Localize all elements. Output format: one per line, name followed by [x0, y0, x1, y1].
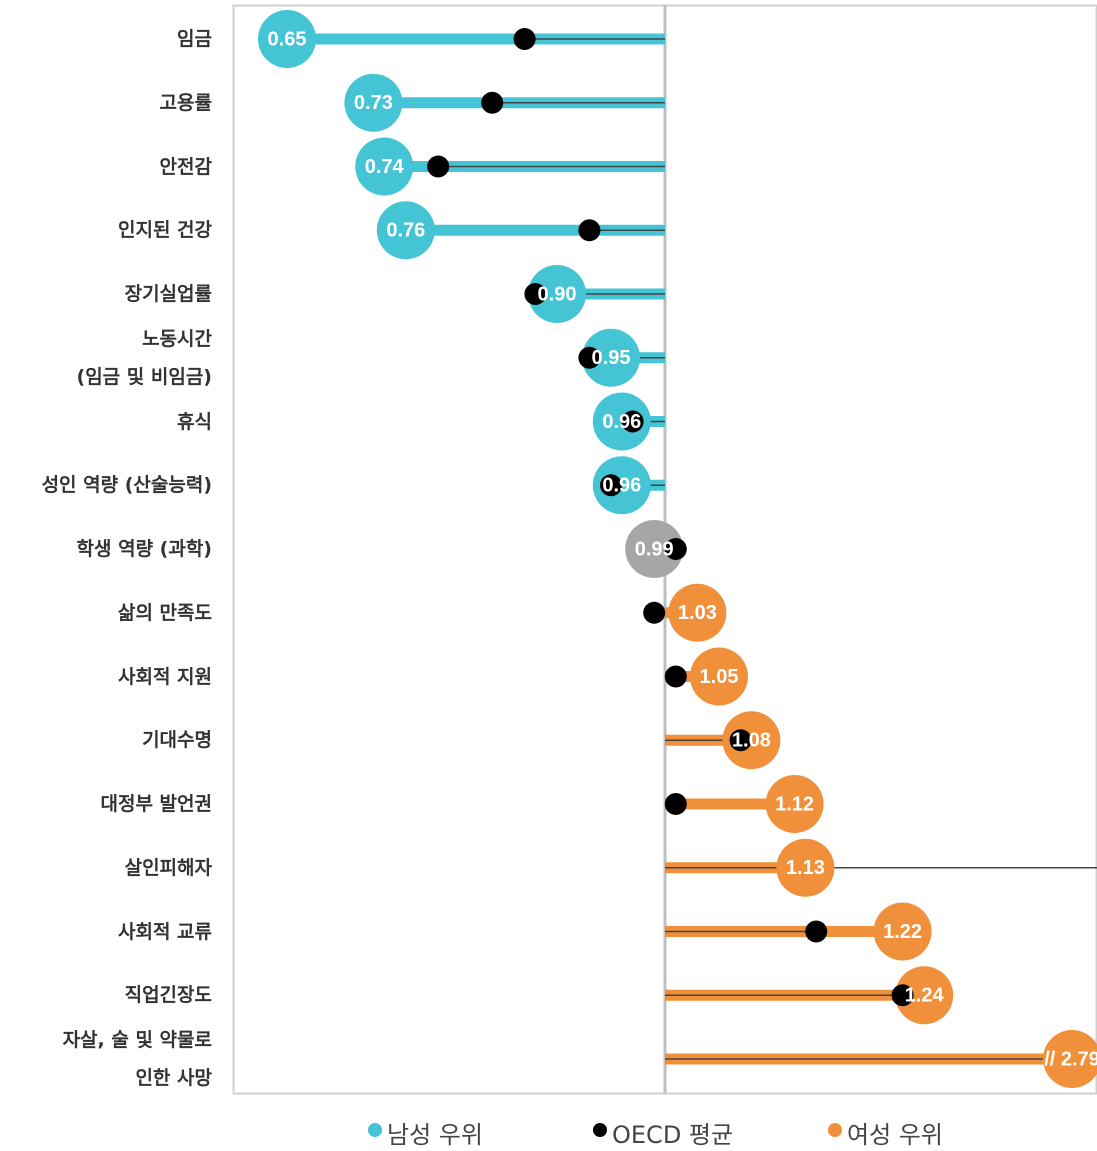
- value-dot: [376, 201, 435, 260]
- value-label: 1.24: [905, 985, 945, 1007]
- value-label: 1.13: [786, 857, 825, 879]
- value-dot: [355, 137, 414, 196]
- value-label: 0.65: [268, 28, 307, 50]
- category-label: 기대수명: [142, 729, 212, 752]
- value-dot: [690, 647, 748, 706]
- oecd-dot: [600, 474, 622, 497]
- category-label: 고용률: [159, 91, 212, 114]
- oecd-dot: [578, 346, 601, 369]
- oecd-dot: [427, 155, 450, 178]
- oecd-dot: [621, 410, 644, 433]
- value-label: // 2.79: [1044, 1048, 1097, 1070]
- value-label: 0.96: [602, 411, 641, 433]
- category-label: 살인피해자: [124, 856, 212, 879]
- category-label: 노동시간 (임금 및 비임금): [76, 327, 212, 388]
- value-label: 1.12: [775, 793, 814, 815]
- value-label: 0.74: [365, 156, 405, 178]
- value-dot: [873, 902, 932, 961]
- oecd-dot: [664, 665, 687, 688]
- category-label: 사회적 지원: [117, 665, 212, 688]
- category-label: 삶의 만족도: [117, 601, 212, 624]
- value-label: 0.99: [635, 538, 674, 560]
- value-label: 1.22: [883, 921, 922, 943]
- oecd-dot: [891, 984, 914, 1007]
- category-label: 성인 역량 (산술능력): [41, 474, 212, 497]
- oecd-dot: [578, 219, 601, 242]
- legend-marker: [828, 1123, 842, 1137]
- value-dot: [895, 966, 954, 1025]
- value-dot: [582, 328, 640, 387]
- value-label: 0.96: [602, 475, 641, 497]
- oecd-dot: [664, 538, 687, 560]
- value-label: 0.90: [538, 283, 577, 305]
- category-label: 학생 역량 (과학): [76, 538, 212, 560]
- value-label: 0.95: [592, 347, 631, 369]
- value-dot: [625, 520, 684, 578]
- oecd-dot: [643, 601, 666, 624]
- category-label: 대정부 발언권: [100, 793, 213, 815]
- legend-marker: [593, 1123, 607, 1137]
- value-dot: [1043, 1030, 1097, 1088]
- category-label: 사회적 교류: [117, 920, 212, 943]
- category-label: 안전감: [159, 155, 212, 178]
- value-dot: [776, 838, 835, 897]
- value-label: 0.76: [386, 220, 425, 242]
- value-label: 0.73: [354, 92, 393, 114]
- value-dot: [344, 73, 403, 132]
- value-dot: [528, 265, 586, 323]
- oecd-dot: [805, 920, 828, 943]
- legend-label: 남성 우위: [387, 1121, 483, 1149]
- oecd-dot: [729, 729, 752, 752]
- value-label: 1.05: [700, 666, 739, 688]
- value-label: 1.03: [678, 602, 717, 624]
- value-dot: [668, 583, 727, 642]
- plot: 0.65 0.73 0.74 0.76 0.90 0.95 0.96 0.96 0.99 1.03…: [258, 5, 1097, 1093]
- oecd-dot: [524, 283, 547, 305]
- oecd-dot: [664, 793, 687, 815]
- category-label: 장기실업률: [124, 283, 212, 305]
- oecd-dot: [513, 28, 536, 50]
- oecd-dot: [481, 91, 504, 114]
- category-label: 직업긴장도: [124, 984, 212, 1007]
- category-label: 자살, 술 및 약물로 인한 사망: [62, 1029, 212, 1089]
- category-label: 휴식: [177, 410, 212, 433]
- legend-label: 여성 우위: [847, 1121, 943, 1149]
- legend-label: OECD 평균: [612, 1121, 733, 1149]
- value-label: 1.08: [732, 730, 771, 752]
- legend-marker: [368, 1123, 382, 1137]
- category-label: 임금: [177, 28, 212, 50]
- value-dot: [765, 775, 824, 833]
- category-label: 인지된 건강: [117, 219, 212, 242]
- value-dot: [258, 10, 316, 68]
